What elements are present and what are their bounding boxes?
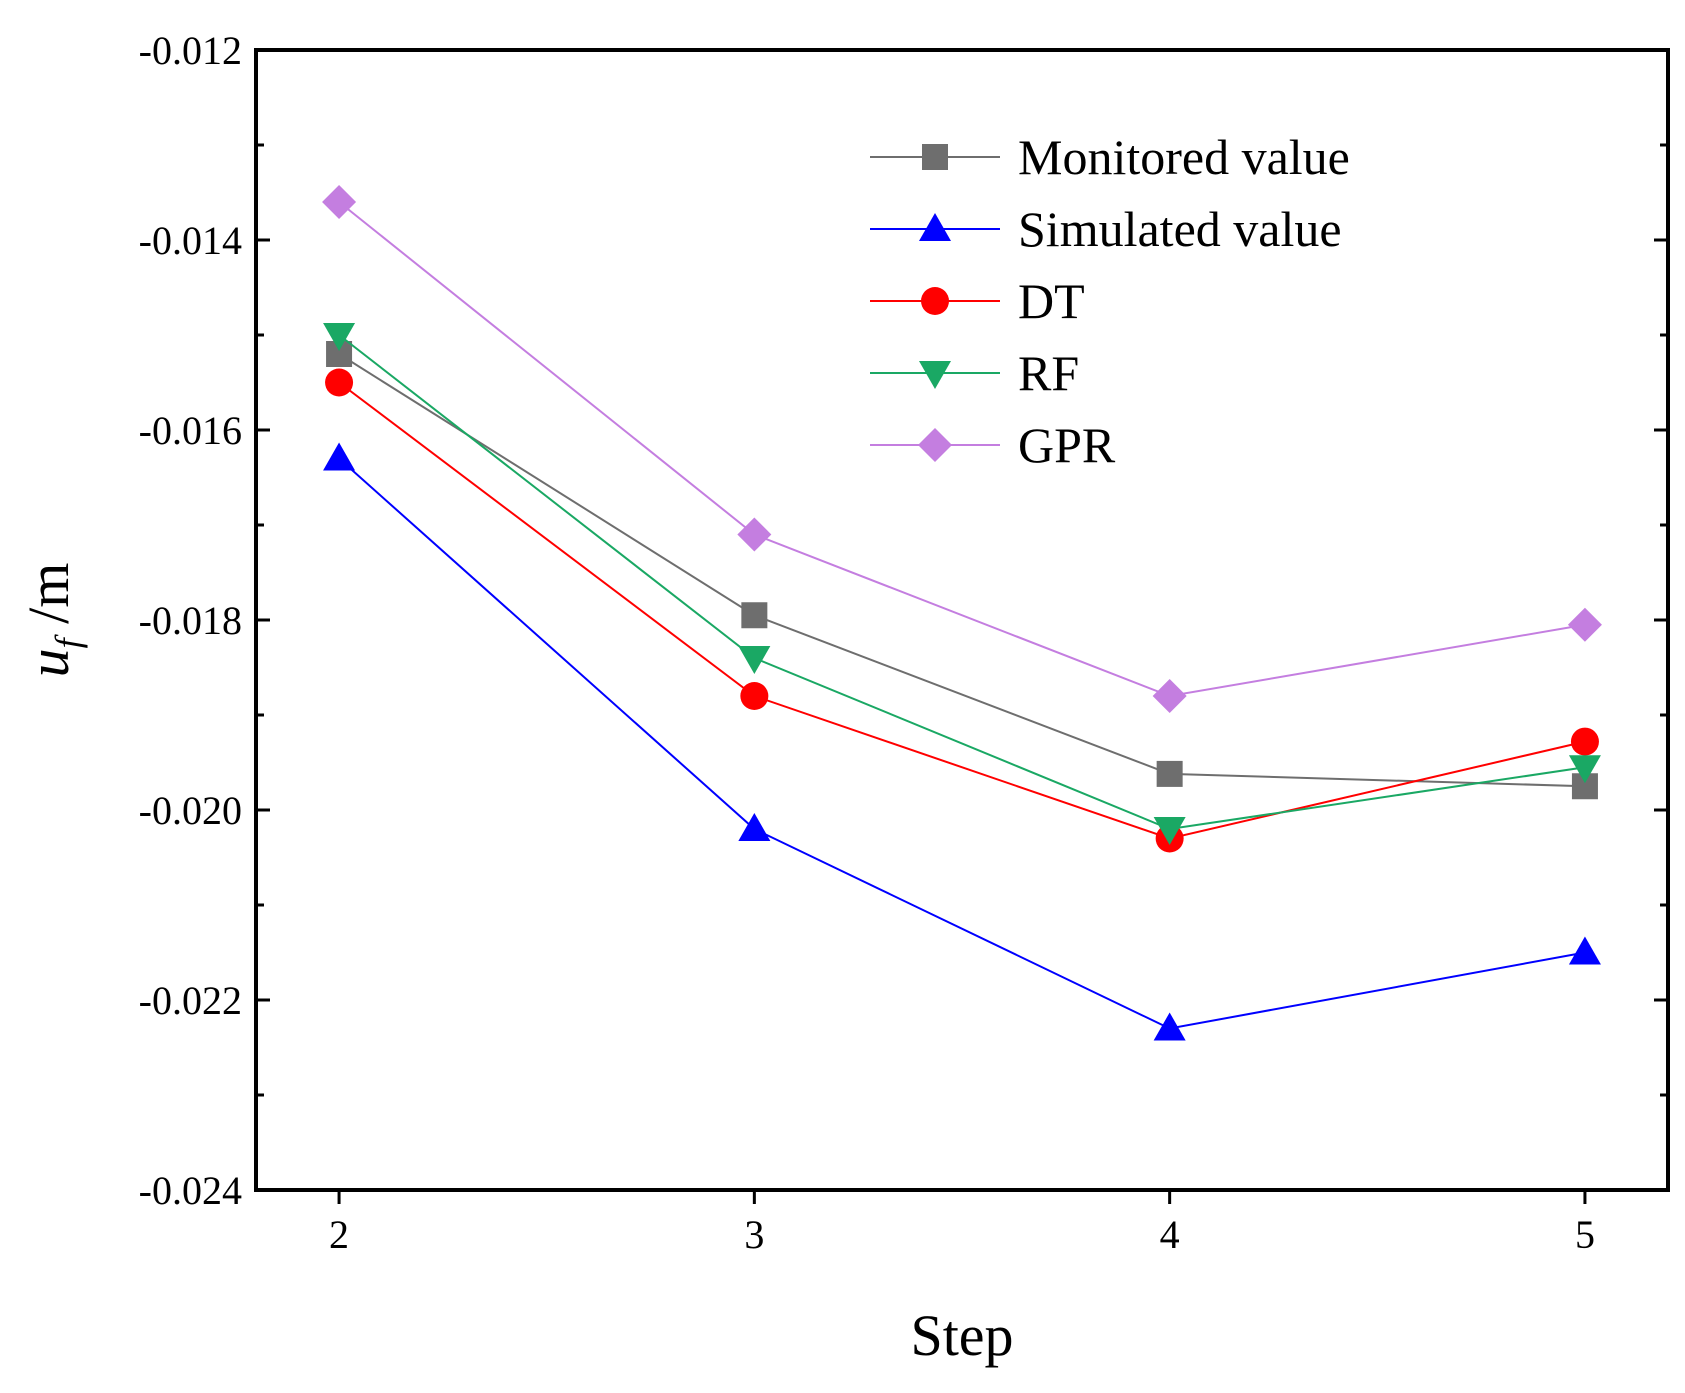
series-simulated-value	[323, 442, 1601, 1041]
data-point	[1152, 679, 1187, 713]
series-layer	[322, 185, 1602, 1041]
legend-item: GPR	[870, 417, 1116, 473]
data-point	[1156, 760, 1183, 787]
data-point	[1570, 727, 1599, 756]
legend-item: RF	[870, 345, 1079, 401]
plot-frame	[254, 48, 1670, 1192]
data-point	[738, 813, 771, 841]
y-tick-label: -0.024	[139, 1168, 242, 1213]
series-line	[338, 457, 1586, 1030]
data-point	[322, 185, 357, 219]
axis-ticks	[256, 48, 1668, 1204]
legend-marker	[922, 144, 948, 170]
x-tick-label: 5	[1575, 1212, 1595, 1257]
data-point	[1568, 755, 1601, 784]
series-line	[338, 334, 1586, 831]
data-point	[1568, 936, 1601, 965]
data-point	[740, 682, 769, 710]
legend-marker	[918, 428, 952, 462]
series-rf	[323, 323, 1601, 845]
legend-item: Simulated value	[870, 201, 1342, 257]
legend-label: GPR	[1018, 417, 1116, 473]
x-tick-label: 3	[744, 1212, 764, 1257]
series-dt	[325, 368, 1599, 853]
data-point	[741, 602, 768, 629]
y-tick-label: -0.018	[139, 598, 242, 643]
y-tick-label: -0.020	[139, 788, 242, 833]
series-gpr	[322, 185, 1602, 713]
tick-labels: -0.024 -0.022 -0.020 -0.018 -0.016 -0.014 -0.0…	[139, 28, 1595, 1257]
data-point	[323, 442, 356, 471]
data-point	[323, 323, 356, 351]
data-point	[1153, 817, 1186, 845]
legend-marker	[921, 287, 949, 315]
y-tick-label: -0.012	[139, 28, 242, 73]
legend-item: Monitored value	[870, 129, 1350, 185]
legend-label: Monitored value	[1018, 129, 1350, 185]
series-monitored-value	[326, 341, 1598, 800]
legend-item: DT	[870, 273, 1085, 329]
legend-marker	[919, 361, 951, 389]
data-point	[1567, 607, 1602, 642]
legend-marker	[919, 213, 951, 241]
x-tick-label: 2	[329, 1212, 349, 1257]
data-point	[325, 368, 354, 397]
legend-label: DT	[1018, 273, 1085, 329]
series-line	[338, 353, 1585, 788]
data-point	[1153, 1012, 1186, 1041]
y-axis-title: uf /m	[16, 563, 88, 678]
series-line	[338, 381, 1586, 840]
legend: Monitored value Simulated value DT RF GPR	[870, 129, 1350, 473]
data-point	[738, 646, 771, 674]
legend-label: RF	[1018, 345, 1079, 401]
y-tick-label: -0.014	[139, 218, 242, 263]
x-axis-title: Step	[910, 1303, 1013, 1368]
x-tick-label: 4	[1160, 1212, 1180, 1257]
series-line	[338, 201, 1586, 698]
y-tick-label: -0.022	[139, 978, 242, 1023]
legend-label: Simulated value	[1018, 201, 1342, 257]
data-point	[737, 517, 772, 552]
y-tick-label: -0.016	[139, 408, 242, 453]
